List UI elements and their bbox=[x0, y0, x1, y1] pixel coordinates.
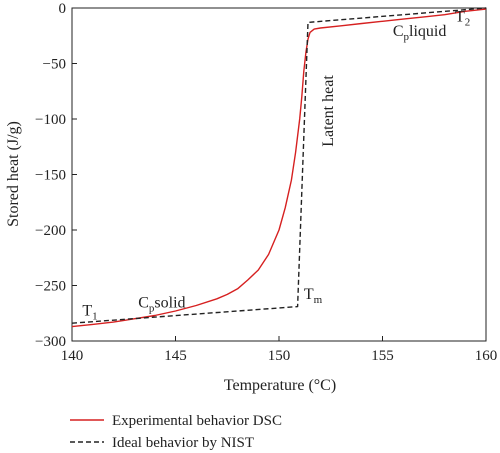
x-axis-title: Temperature (°C) bbox=[224, 377, 336, 394]
x-tick-label: 155 bbox=[371, 348, 394, 364]
experimental-dsc-line bbox=[71, 8, 487, 328]
ideal-nist-line bbox=[71, 7, 487, 324]
x-tick-label: 140 bbox=[61, 348, 84, 364]
legend-label: Ideal behavior by NIST bbox=[112, 435, 254, 451]
plot-frame bbox=[71, 7, 487, 342]
plot-area bbox=[71, 7, 487, 342]
annotation-latent: Latent heat bbox=[320, 75, 337, 147]
y-tick-label: −300 bbox=[35, 334, 66, 350]
annotation-t1: T1 bbox=[82, 302, 97, 322]
y-tick-label: 0 bbox=[59, 1, 67, 17]
y-tick-label: −250 bbox=[35, 279, 66, 295]
x-tick-label: 150 bbox=[268, 348, 291, 364]
x-axis: 140 145 150 155 160 bbox=[61, 336, 498, 364]
annotation-layer: T1 Cpsolid Tm Latent heat Cpliquid T2 bbox=[82, 8, 470, 322]
y-axis: −300 −250 −200 −150 −100 −50 0 bbox=[35, 1, 77, 350]
y-tick-label: −100 bbox=[35, 112, 66, 128]
annotation-cpliquid: Cpliquid bbox=[393, 23, 447, 43]
series-layer bbox=[71, 7, 487, 328]
annotation-cpsolid: Cpsolid bbox=[138, 295, 185, 315]
annotation-t2: T2 bbox=[455, 8, 470, 28]
annotation-tm: Tm bbox=[304, 286, 323, 306]
y-tick-label: −200 bbox=[35, 223, 66, 239]
y-axis-title: Stored heat (J/g) bbox=[5, 121, 22, 227]
y-tick-label: −150 bbox=[35, 168, 66, 184]
legend-label: Experimental behavior DSC bbox=[112, 413, 282, 429]
x-tick-label: 160 bbox=[475, 348, 498, 364]
legend: Experimental behavior DSC Ideal behavior … bbox=[70, 413, 282, 451]
x-tick-label: 145 bbox=[164, 348, 187, 364]
y-tick-label: −50 bbox=[43, 57, 66, 73]
